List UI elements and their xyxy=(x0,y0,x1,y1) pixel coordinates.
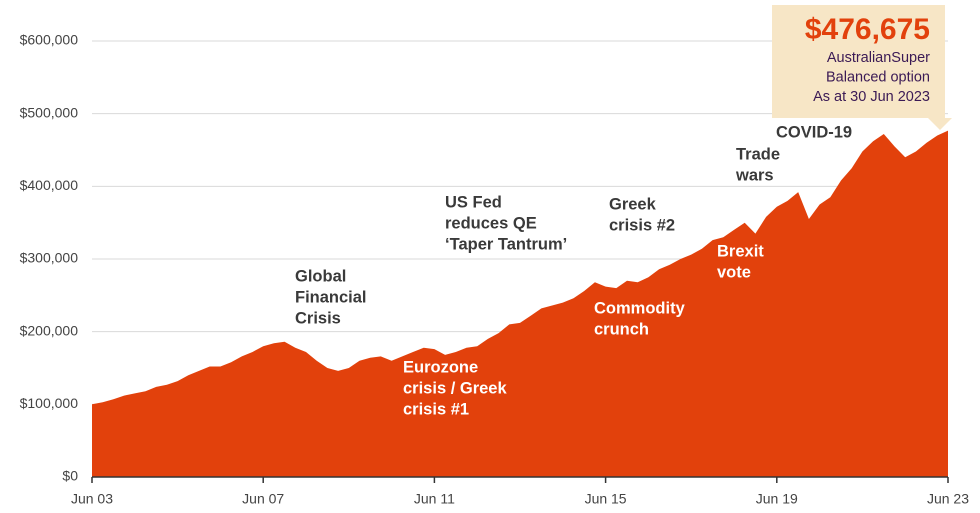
annotation: Brexit xyxy=(717,242,764,260)
annotation: US Fed xyxy=(445,193,502,211)
value-label: $476,675 xyxy=(805,13,930,46)
annotation: vote xyxy=(717,263,751,281)
y-tick-label: $0 xyxy=(62,468,78,484)
x-tick-label: Jun 07 xyxy=(242,491,284,507)
callout-text: As at 30 Jun 2023 xyxy=(813,89,930,105)
annotation: crisis #1 xyxy=(403,400,469,418)
y-tick-label: $200,000 xyxy=(20,322,79,338)
x-tick-label: Jun 03 xyxy=(71,491,113,507)
annotation: COVID-19 xyxy=(776,123,852,141)
x-tick-label: Jun 19 xyxy=(756,491,798,507)
y-tick-label: $300,000 xyxy=(20,250,79,266)
annotation: ‘Taper Tantrum’ xyxy=(445,235,567,253)
annotation: Financial xyxy=(295,288,367,306)
annotation: Commodity xyxy=(594,299,686,317)
y-tick-label: $100,000 xyxy=(20,395,79,411)
x-tick-label: Jun 23 xyxy=(927,491,969,507)
annotation: wars xyxy=(735,166,774,184)
annotation: reduces QE xyxy=(445,214,537,232)
annotation: Greek xyxy=(609,195,657,213)
annotation: crisis / Greek xyxy=(403,379,507,397)
y-tick-label: $500,000 xyxy=(20,104,79,120)
annotation: Eurozone xyxy=(403,358,478,376)
annotation: crunch xyxy=(594,320,649,338)
area xyxy=(92,130,948,477)
y-tick-label: $600,000 xyxy=(20,32,79,48)
annotation: Crisis xyxy=(295,309,341,327)
callout-box xyxy=(772,5,952,130)
y-tick-label: $400,000 xyxy=(20,177,79,193)
annotation: Trade xyxy=(736,145,780,163)
callout-text: Balanced option xyxy=(826,69,930,85)
x-tick-label: Jun 15 xyxy=(585,491,627,507)
callout-text: AustralianSuper xyxy=(827,50,930,66)
annotation: crisis #2 xyxy=(609,216,675,234)
x-tick-label: Jun 11 xyxy=(414,491,455,507)
annotation: Global xyxy=(295,267,346,285)
